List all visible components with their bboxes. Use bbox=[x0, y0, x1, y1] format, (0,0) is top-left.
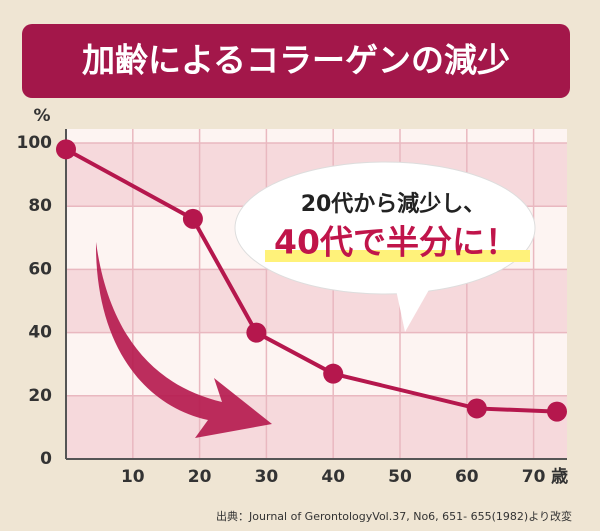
y-tick-label: 60 bbox=[28, 259, 52, 279]
callout-line2: 40代で半分に！ bbox=[274, 223, 518, 262]
y-axis-label: % bbox=[33, 106, 50, 126]
x-tick-label: 20 bbox=[188, 467, 212, 487]
x-axis-label: 歳 bbox=[551, 466, 568, 487]
x-tick-label: 70 bbox=[522, 467, 546, 487]
data-point bbox=[466, 398, 487, 419]
data-point bbox=[246, 322, 267, 343]
data-point bbox=[323, 363, 344, 384]
callout: 20代から減少し、 40代で半分に！ bbox=[234, 161, 536, 332]
x-tick-label: 50 bbox=[388, 467, 412, 487]
x-tick-label: 10 bbox=[121, 467, 145, 487]
grid-band bbox=[66, 395, 567, 459]
y-tick-label: 40 bbox=[28, 323, 52, 343]
y-tick-label: 100 bbox=[17, 133, 53, 153]
source-note: 出典：Journal of GerontologyVol.37, No6, 65… bbox=[216, 509, 572, 523]
y-tick-label: 0 bbox=[40, 449, 52, 469]
trend-arrow bbox=[95, 242, 272, 438]
data-line bbox=[65, 147, 558, 414]
data-point bbox=[546, 401, 567, 422]
x-tick-label: 40 bbox=[321, 467, 345, 487]
y-tick-label: 80 bbox=[28, 196, 52, 216]
highlight bbox=[265, 250, 530, 262]
chart-title: 加齢によるコラーゲンの減少 bbox=[82, 41, 510, 80]
data-point bbox=[56, 139, 76, 160]
x-tick-label: 60 bbox=[455, 467, 479, 487]
plot-area: 0 20 40 60 80 100 10 20 30 40 50 60 70% 歳 bbox=[17, 106, 569, 487]
callout-line1: 20代から減少し、 bbox=[301, 192, 486, 217]
y-tick-label: 20 bbox=[28, 386, 52, 406]
data-point bbox=[182, 208, 203, 229]
x-tick-label: 30 bbox=[255, 467, 279, 487]
title-banner bbox=[22, 24, 570, 98]
callout-tail bbox=[395, 285, 430, 332]
